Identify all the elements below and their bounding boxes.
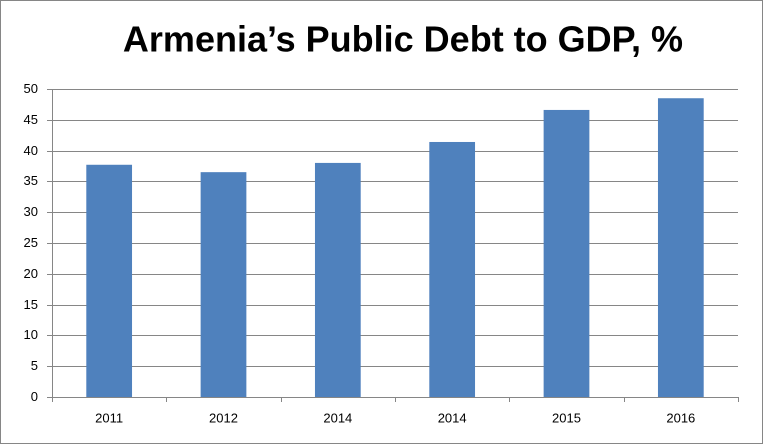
x-tick-label: 2015 — [552, 410, 581, 425]
chart-title: Armenia’s Public Debt to GDP, % — [123, 19, 683, 60]
bar — [543, 109, 590, 397]
y-tick-label: 0 — [31, 389, 38, 404]
y-tick-label: 25 — [24, 235, 38, 250]
y-tick-label: 5 — [31, 358, 38, 373]
x-tick-label: 2012 — [209, 410, 238, 425]
bar — [86, 164, 133, 397]
x-tick-label: 2016 — [666, 410, 695, 425]
bar — [429, 141, 476, 397]
y-tick-label: 30 — [24, 204, 38, 219]
y-tick-label: 35 — [24, 173, 38, 188]
y-tick-label: 50 — [24, 81, 38, 96]
y-tick-label: 10 — [24, 327, 38, 342]
bar — [314, 162, 361, 397]
x-tick-label: 2014 — [438, 410, 467, 425]
bar — [657, 98, 704, 398]
x-tick-label: 2011 — [95, 410, 123, 425]
y-tick-label: 45 — [24, 112, 38, 127]
y-tick-label: 40 — [24, 143, 38, 158]
y-tick-label: 15 — [24, 297, 38, 312]
x-tick-label: 2014 — [323, 410, 352, 425]
bar — [200, 172, 247, 397]
y-tick-label: 20 — [24, 266, 38, 281]
